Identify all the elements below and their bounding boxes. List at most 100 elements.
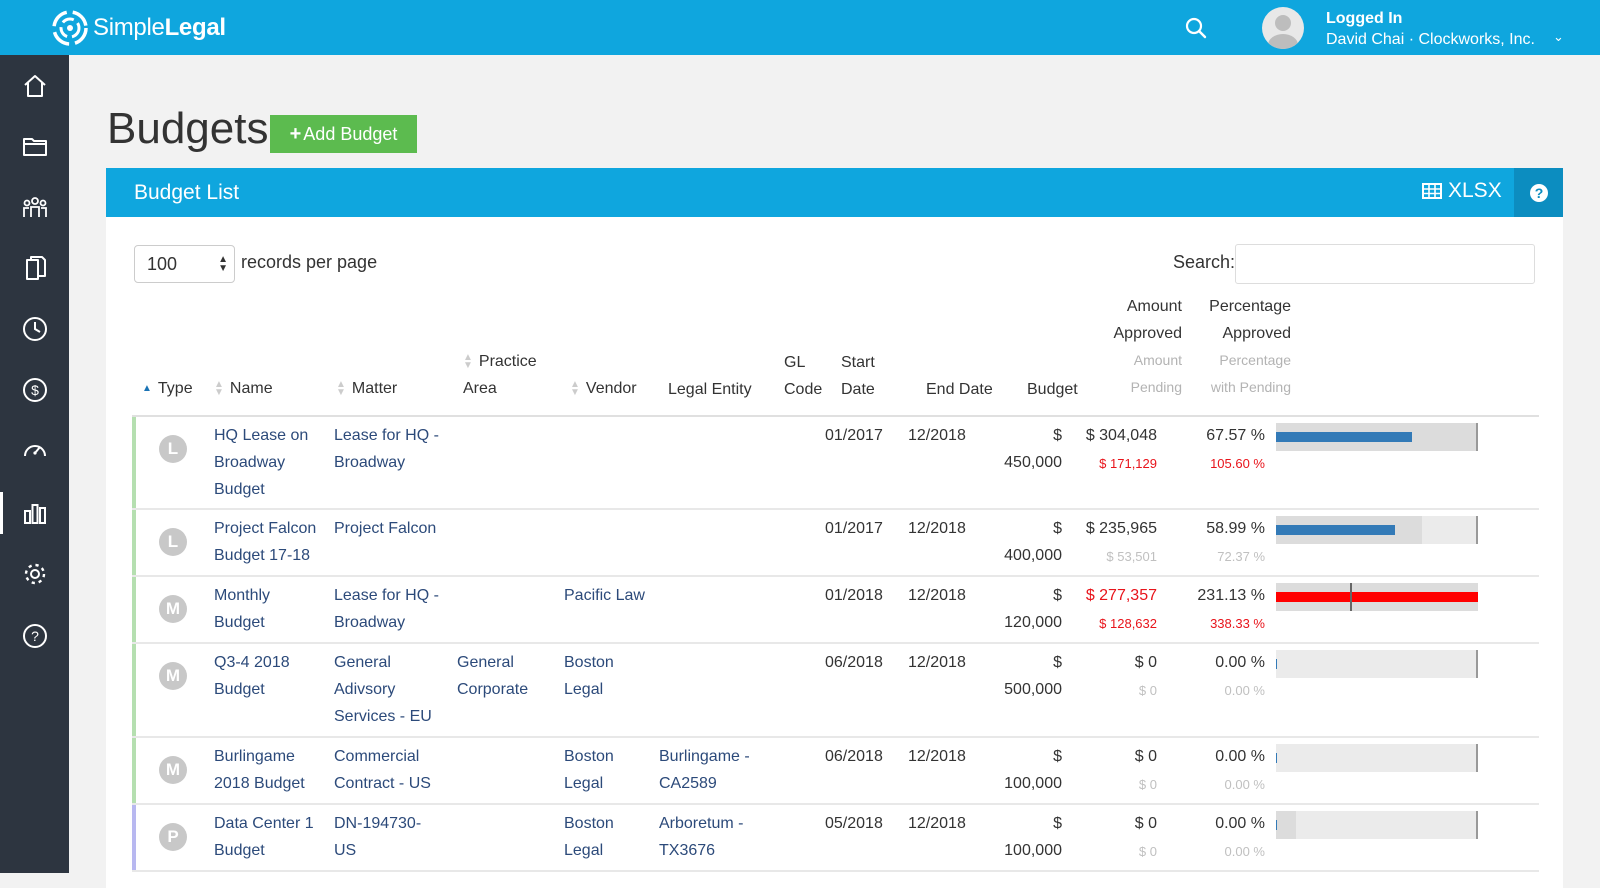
search-icon[interactable] [1185,17,1207,39]
matter-link[interactable]: Lease for HQ - Broadway [334,427,439,471]
matter-link[interactable]: Commercial Contract - US [334,748,431,792]
records-per-page-select[interactable]: 100 ▲ ▼ [134,245,235,283]
col-header-name[interactable]: ▲ ▼ Name [214,378,273,398]
col-header-type[interactable]: ▲ Type [142,380,193,397]
end-date: 12/2018 [908,427,966,444]
table-icon [1422,183,1442,199]
percentage-pending: 338.33 % [1210,616,1265,631]
table-row[interactable]: M Monthly Budget Lease for HQ - Broadway Paci… [132,577,1539,644]
budget-progress-bar [1276,650,1478,678]
approved-fill [1276,432,1413,442]
percentage-pending: 0.00 % [1224,777,1265,792]
end-date: 12/2018 [908,748,966,765]
col-header-practice-area[interactable]: ▲ ▼ Practice Area [463,351,537,397]
budget-name-link[interactable]: Burlingame 2018 Budget [214,748,305,792]
sidebar-item-home[interactable] [0,61,69,111]
end-date: 12/2018 [908,815,966,832]
speedometer-icon [23,445,46,457]
start-date: 01/2017 [825,520,883,537]
type-badge: M [159,662,187,690]
col-header-gl-code[interactable]: GL Code [784,354,823,398]
percentage-approved: 67.57 % [1206,427,1265,444]
chevron-down-icon[interactable]: ⌄ [1553,29,1564,44]
start-date: 06/2018 [825,654,883,671]
amount-approved: $ 277,357 [1085,587,1157,604]
matter-link[interactable]: General Adivsory Services - EU [334,654,432,725]
sort-asc-icon: ▲ [142,382,152,394]
logo-swirl-icon [52,10,88,46]
user-menu[interactable]: Logged In David Chai · Clockworks, Inc. [1326,8,1535,50]
sidebar-item-dollar[interactable]: $ [0,365,69,415]
logo-text: SimpleLegal [93,14,226,41]
approved-fill [1276,753,1278,763]
sidebar-item-bar-chart[interactable] [0,488,69,538]
sidebar-item-speedometer[interactable] [0,426,69,476]
col-header-percentage-approved[interactable]: Percentage Approved Percentage with Pendi… [1209,298,1291,395]
add-budget-button[interactable]: + Add Budget [270,115,417,153]
sidebar-item-help[interactable]: ? [0,611,69,661]
matter-link[interactable]: Lease for HQ - Broadway [334,587,439,631]
bar-edge [1476,650,1478,678]
vendor-link[interactable]: Boston Legal [564,748,614,792]
svg-text:?: ? [1534,185,1543,201]
approved-fill [1276,592,1478,602]
sort-icon: ▲ ▼ [570,378,580,398]
plus-icon: + [289,122,302,145]
sidebar-item-folder[interactable] [0,121,69,171]
table-row[interactable]: M Burlingame 2018 Budget Commercial Contract… [132,738,1539,805]
amount-pending: $ 53,501 [1106,549,1157,564]
pending-fill [1276,811,1297,839]
sort-icon: ▲ ▼ [463,351,473,371]
sidebar-item-clock[interactable] [0,304,69,354]
dollar-icon: $ [22,378,47,402]
budget-name-link[interactable]: Q3-4 2018 Budget [214,654,290,698]
budget-progress-bar [1276,516,1478,544]
export-xlsx-button[interactable]: XLSX [1422,179,1502,203]
budget-name-link[interactable]: HQ Lease on Broadway Budget [214,427,309,498]
col-header-start-date[interactable]: Start Date [841,354,875,398]
budget-amount: $100,000 [1004,815,1062,859]
sidebar-item-people[interactable] [0,182,69,232]
start-date: 05/2018 [825,815,883,832]
percentage-pending: 0.00 % [1224,683,1265,698]
budget-list-panel: Budget List XLSX ? 100 ▲ ▼ records per pa… [106,168,1563,888]
search-input[interactable] [1235,244,1535,284]
budget-name-link[interactable]: Data Center 1 Budget [214,815,314,859]
help-button[interactable]: ? [1514,168,1563,217]
col-header-vendor[interactable]: ▲ ▼ Vendor [570,378,637,398]
table-row[interactable]: P Data Center 1 Budget DN-194730- US Boston Le… [132,805,1539,872]
amount-pending: $ 0 [1138,844,1157,859]
sidebar-item-gear[interactable] [0,549,69,599]
table-row[interactable]: L Project Falcon Budget 17-18 Project Falco… [132,510,1539,577]
vendor-link[interactable]: Boston Legal [564,815,614,859]
col-header-legal-entity[interactable]: Legal Entity [668,381,752,398]
col-header-matter[interactable]: ▲ ▼ Matter [336,378,398,398]
start-date: 01/2018 [825,587,883,604]
panel-title: Budget List [134,181,240,204]
matter-link[interactable]: Project Falcon [334,520,437,537]
vendor-link[interactable]: Pacific Law [564,587,645,604]
budget-progress-bar [1276,811,1478,839]
table-row[interactable]: L HQ Lease on Broadway Budget Lease for HQ -… [132,417,1539,510]
legal-entity: Arboretum - TX3676 [659,815,744,859]
col-header-amount-approved[interactable]: Amount Approved Amount Pending [1113,298,1183,395]
vendor-link[interactable]: Boston Legal [564,654,614,698]
type-badge: M [159,756,187,784]
budget-name-link[interactable]: Project Falcon Budget 17-18 [214,520,317,564]
type-badge: M [159,595,187,623]
header-divider [132,415,1539,417]
user-name: David Chai · Clockworks, Inc. [1326,31,1535,48]
sort-icon: ▲ ▼ [336,378,346,398]
sidebar-item-documents[interactable] [0,243,69,293]
avatar[interactable] [1262,7,1304,49]
budget-name-link[interactable]: Monthly Budget [214,587,271,631]
amount-pending: $ 0 [1138,683,1157,698]
col-header-budget[interactable]: Budget [1027,381,1078,398]
panel-header: Budget List XLSX ? [106,168,1563,217]
matter-link[interactable]: DN-194730- US [334,815,422,859]
end-date: 12/2018 [908,654,966,671]
table-row[interactable]: M Q3-4 2018 Budget General Adivsory Services … [132,644,1539,738]
col-header-end-date[interactable]: End Date [926,381,993,398]
people-icon [22,197,47,217]
app-logo[interactable]: SimpleLegal [51,9,226,47]
